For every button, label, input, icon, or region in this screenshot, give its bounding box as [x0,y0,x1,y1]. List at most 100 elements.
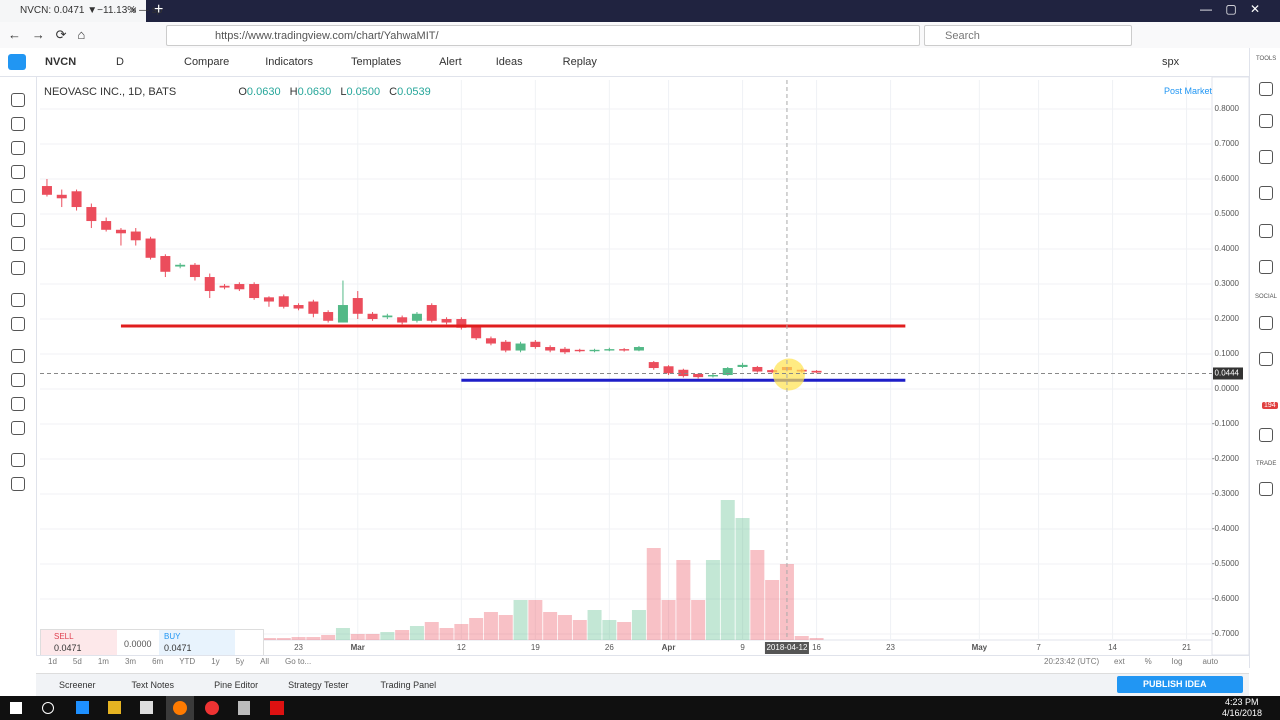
scale-button[interactable]: % [1144,657,1152,666]
side-icon[interactable] [1259,352,1273,366]
period-button[interactable]: 5d [72,657,82,666]
side-icon[interactable] [1259,82,1273,96]
interval[interactable]: D [116,56,124,68]
side-icon[interactable] [1259,224,1273,238]
side-icon[interactable] [1259,482,1273,496]
side-icon[interactable] [1259,114,1273,128]
publish-button[interactable]: PUBLISH IDEA [1117,676,1243,693]
period-button[interactable]: 6m [152,657,164,666]
app-icon[interactable] [140,701,153,714]
publish-label: PUBLISH IDEA [1143,679,1207,689]
candle-body [219,285,230,288]
toolbar-buttons: Compare Indicators Templates Alert Ideas Repl… [184,56,597,68]
tool-icon[interactable] [11,293,25,307]
side-icon[interactable] [1259,316,1273,330]
candle-body [71,191,82,208]
period-button[interactable]: YTD [179,657,196,666]
legend-label: H [289,86,298,98]
side-icon[interactable] [1259,428,1273,442]
tool-icon[interactable] [11,261,25,275]
layout-name[interactable]: spx [1162,56,1180,68]
app-icon[interactable] [270,701,284,715]
tool-icon[interactable] [11,141,25,155]
toolbar-button[interactable]: Indicators [265,56,313,68]
tool-icon[interactable] [11,317,25,331]
app-icon[interactable] [76,701,89,714]
bottom-tab[interactable]: Screener [59,680,96,690]
volume-bar [350,634,365,640]
window-controls[interactable]: — ▢ ✕ [1200,2,1261,16]
app-icon[interactable] [108,701,121,714]
scale-button[interactable]: log [1171,657,1183,666]
toolbar-button[interactable]: Compare [184,56,230,68]
tool-icon[interactable] [11,397,25,411]
nav-buttons[interactable]: ← → ⟳ ⌂ [8,27,86,42]
tool-icon[interactable] [11,373,25,387]
bottom-tab[interactable]: Text Notes [131,680,175,690]
start-button[interactable] [10,702,22,714]
tabs: Screener Text Notes Pine Editor Strategy Te… [59,680,436,690]
side-icon[interactable] [1259,186,1273,200]
period-button[interactable]: 1d [48,657,57,666]
url-bar[interactable]: https://www.tradingview.com/chart/YahwaM… [166,25,920,46]
volume-bar [557,615,572,640]
period-button[interactable]: 1y [211,657,220,666]
app-icon[interactable] [205,701,219,715]
price-axis [1211,76,1250,656]
candle-body [382,315,393,318]
search-box[interactable]: Search [924,25,1132,46]
tool-icon[interactable] [11,165,25,179]
buy-button[interactable]: BUY 0.0471 [159,630,235,656]
symbol[interactable]: NVCN [45,56,77,68]
bottom-tab[interactable]: Strategy Tester [288,680,349,690]
period-button[interactable]: 3m [124,657,137,666]
toolbar-button[interactable]: Alert [439,56,462,68]
tool-icon[interactable] [11,213,25,227]
y-tick-label: 0.5000 [1215,209,1240,218]
bottom-tab[interactable]: Pine Editor [214,680,259,690]
tool-icon[interactable] [11,421,25,435]
volume-bar [572,620,587,640]
toolbar-button[interactable]: Ideas [495,56,523,68]
app-icon[interactable] [238,701,250,715]
scale-button[interactable]: ext [1114,657,1125,666]
badge: 194 [1262,402,1278,409]
search-icon[interactable] [42,702,54,714]
volume-bar [809,638,824,640]
toolbar-button[interactable]: Templates [350,56,402,68]
period-button[interactable]: Go to... [284,657,312,666]
tool-icon[interactable] [11,349,25,363]
period-button[interactable]: All [260,657,269,666]
volume-bar [513,600,528,640]
legend-value: 0.0500 [346,86,381,98]
candle-body [397,317,408,323]
volume-bar [365,634,380,640]
x-tick-label: 12 [457,643,466,652]
x-tick-label: 26 [605,643,614,652]
side-icon[interactable] [1259,260,1273,274]
tab[interactable]: NVCN: 0.0471 ▼−11.13% — sp × [0,0,162,22]
new-tab[interactable]: + [154,1,164,18]
volume-bar [661,600,676,640]
tool-icon[interactable] [11,117,25,131]
tool-icon[interactable] [11,477,25,491]
app-icon-active[interactable] [166,696,194,720]
toolbar-button[interactable]: Replay [562,56,597,68]
side-icon[interactable] [1259,150,1273,164]
tab-close[interactable]: × [130,3,138,17]
bottom-tab[interactable]: Trading Panel [380,680,437,690]
logo[interactable] [8,54,26,70]
candle-body [86,207,97,222]
period-button[interactable]: 5y [235,657,245,666]
scale-button[interactable]: auto [1202,657,1219,666]
tool-icon[interactable] [11,237,25,251]
tool-icon[interactable] [11,93,25,107]
side-header: TRADE [1256,461,1277,467]
tool-icon[interactable] [11,189,25,203]
sell-button[interactable]: SELL 0.0471 [41,630,117,656]
period-button[interactable]: 1m [97,657,109,666]
legend-title: NEOVASC INC., 1D, BATS [44,86,177,98]
tool-icon[interactable] [11,453,25,467]
chart-toolbar: NVCN D Compare Indicators Templates Alert Id… [0,48,1280,77]
y-tick-label: 0.2000 [1215,314,1240,323]
